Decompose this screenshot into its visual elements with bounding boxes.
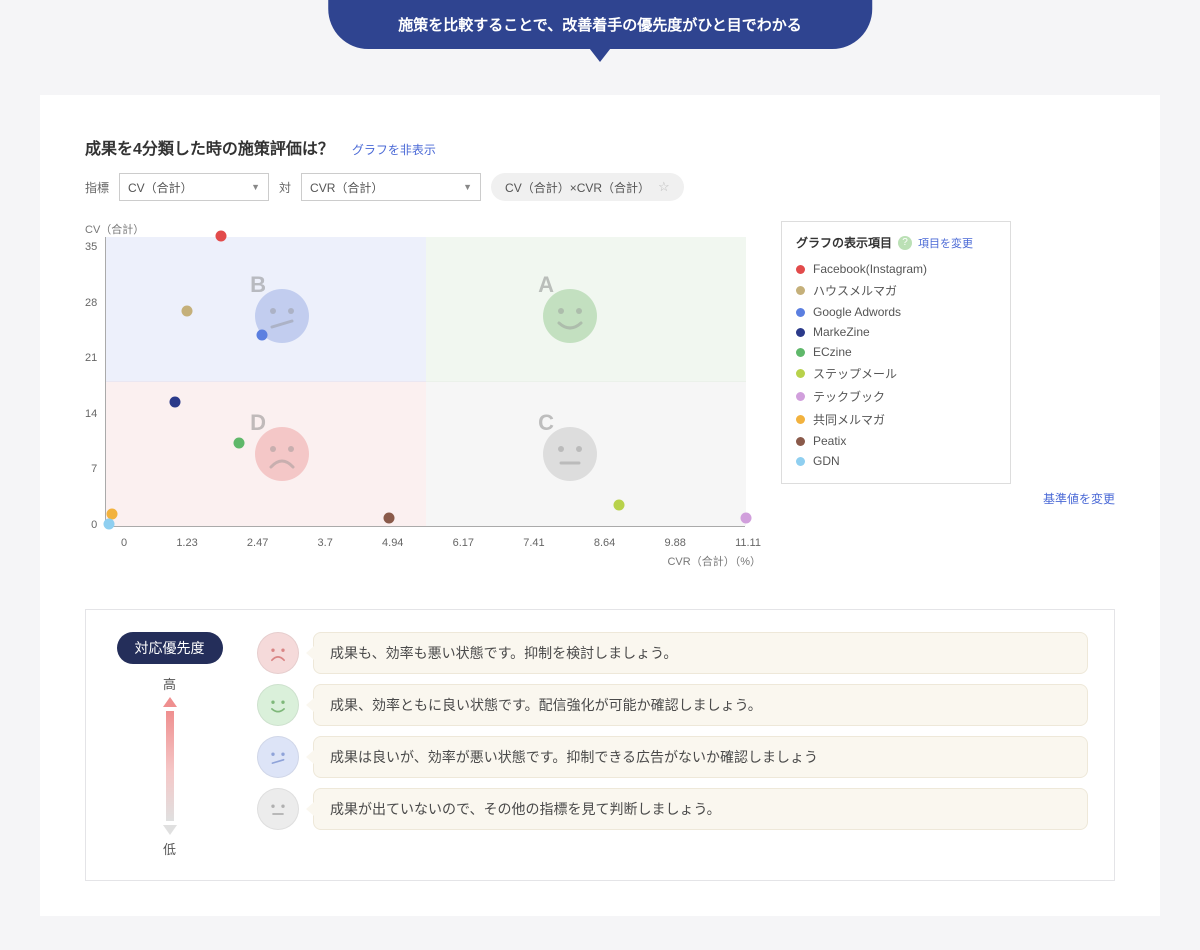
guidance-panel: 対応優先度 高 低 成果も、効率も悪い状態です。抑制を検討しましょう。成果、効率… bbox=[85, 609, 1115, 881]
legend-item[interactable]: ステップメール bbox=[796, 362, 996, 385]
legend-item-label: テックブック bbox=[813, 388, 885, 405]
guidance-face-icon bbox=[257, 736, 299, 778]
scatter-point[interactable] bbox=[104, 518, 115, 529]
legend-item-label: Facebook(Instagram) bbox=[813, 262, 927, 276]
baseline-change-link[interactable]: 基準値を変更 bbox=[781, 490, 1115, 507]
priority-high-label: 高 bbox=[163, 674, 176, 693]
legend-item-label: MarkeZine bbox=[813, 325, 870, 339]
guidance-face-icon bbox=[257, 788, 299, 830]
metric-select-2-value: CVR（合計） bbox=[310, 179, 383, 196]
legend-item[interactable]: MarkeZine bbox=[796, 322, 996, 342]
legend-item[interactable]: テックブック bbox=[796, 385, 996, 408]
guidance-bubble: 成果は良いが、効率が悪い状態です。抑制できる広告がないか確認しましょう bbox=[313, 736, 1088, 778]
legend-title: グラフの表示項目 bbox=[796, 234, 892, 251]
guidance-row: 成果、効率ともに良い状態です。配信強化が可能か確認しましょう。 bbox=[257, 684, 1088, 726]
chevron-down-icon: ▼ bbox=[251, 182, 260, 192]
legend-item-label: GDN bbox=[813, 454, 840, 468]
dashboard-card: 成果を4分類した時の施策評価は？ グラフを非表示 指標 CV（合計） ▼ 対 C… bbox=[40, 95, 1160, 916]
metric-chip[interactable]: CV（合計）×CVR（合計） ☆ bbox=[491, 173, 684, 201]
quadrant-label-D: D bbox=[250, 410, 266, 436]
legend-item[interactable]: GDN bbox=[796, 451, 996, 471]
scatter-point[interactable] bbox=[233, 438, 244, 449]
legend-item[interactable]: ECzine bbox=[796, 342, 996, 362]
y-axis-ticks: 3528211470 bbox=[85, 241, 105, 531]
chevron-down-icon: ▼ bbox=[463, 182, 472, 192]
legend-change-link[interactable]: 項目を変更 bbox=[918, 235, 973, 251]
help-icon[interactable]: ? bbox=[898, 236, 912, 250]
legend-item-label: ハウスメルマガ bbox=[813, 282, 897, 299]
legend-dot-icon bbox=[796, 392, 805, 401]
legend-dot-icon bbox=[796, 437, 805, 446]
x-axis-ticks: 01.232.473.74.946.177.418.649.8811.11 bbox=[121, 531, 761, 549]
guidance-row: 成果は良いが、効率が悪い状態です。抑制できる広告がないか確認しましょう bbox=[257, 736, 1088, 778]
controls-row: 指標 CV（合計） ▼ 対 CVR（合計） ▼ CV（合計）×CVR（合計） ☆ bbox=[85, 173, 1115, 201]
legend-dot-icon bbox=[796, 415, 805, 424]
metric-select-2[interactable]: CVR（合計） ▼ bbox=[301, 173, 481, 201]
hide-graph-link[interactable]: グラフを非表示 bbox=[352, 141, 436, 158]
legend-dot-icon bbox=[796, 348, 805, 357]
legend-box: グラフの表示項目 ? 項目を変更 Facebook(Instagram) ハウスメ… bbox=[781, 221, 1011, 484]
metric-select-1[interactable]: CV（合計） ▼ bbox=[119, 173, 269, 201]
quadrant-label-B: B bbox=[250, 272, 266, 298]
legend-dot-icon bbox=[796, 369, 805, 378]
x-axis-label: CVR（合計）（%） bbox=[121, 553, 761, 569]
priority-low-label: 低 bbox=[163, 839, 176, 858]
guidance-bubble: 成果も、効率も悪い状態です。抑制を検討しましょう。 bbox=[313, 632, 1088, 674]
quadrant-label-A: A bbox=[538, 272, 554, 298]
legend-dot-icon bbox=[796, 328, 805, 337]
guidance-row: 成果が出ていないので、その他の指標を見て判断しましょう。 bbox=[257, 788, 1088, 830]
headline-banner: 施策を比較することで、改善着手の優先度がひと目でわかる bbox=[328, 0, 872, 49]
guidance-row: 成果も、効率も悪い状態です。抑制を検討しましょう。 bbox=[257, 632, 1088, 674]
legend-item[interactable]: Facebook(Instagram) bbox=[796, 259, 996, 279]
y-axis-label: CV（合計） bbox=[85, 221, 761, 237]
vs-label: 対 bbox=[279, 179, 291, 196]
guidance-bubble: 成果が出ていないので、その他の指標を見て判断しましょう。 bbox=[313, 788, 1088, 830]
metric-label: 指標 bbox=[85, 179, 109, 196]
scatter-point[interactable] bbox=[216, 231, 227, 242]
legend-item-label: 共同メルマガ bbox=[813, 411, 885, 428]
legend-dot-icon bbox=[796, 308, 805, 317]
legend-item[interactable]: ハウスメルマガ bbox=[796, 279, 996, 302]
guidance-bubble: 成果、効率ともに良い状態です。配信強化が可能か確認しましょう。 bbox=[313, 684, 1088, 726]
legend-item-label: Google Adwords bbox=[813, 305, 901, 319]
arrow-up-icon bbox=[163, 697, 177, 707]
legend-item-label: ECzine bbox=[813, 345, 852, 359]
guidance-face-icon bbox=[257, 632, 299, 674]
legend-dot-icon bbox=[796, 457, 805, 466]
quadrant-label-C: C bbox=[538, 410, 554, 436]
priority-pill: 対応優先度 bbox=[117, 632, 223, 664]
star-icon[interactable]: ☆ bbox=[658, 179, 670, 195]
card-title: 成果を4分類した時の施策評価は？ bbox=[85, 135, 334, 159]
legend-item[interactable]: 共同メルマガ bbox=[796, 408, 996, 431]
legend-dot-icon bbox=[796, 286, 805, 295]
guidance-face-icon bbox=[257, 684, 299, 726]
scatter-point[interactable] bbox=[256, 330, 267, 341]
legend-item[interactable]: Peatix bbox=[796, 431, 996, 451]
scatter-plot: B A D C bbox=[105, 237, 745, 527]
scatter-point[interactable] bbox=[170, 396, 181, 407]
priority-scale-bar bbox=[166, 711, 174, 821]
scatter-point[interactable] bbox=[613, 500, 624, 511]
scatter-point[interactable] bbox=[181, 305, 192, 316]
legend-item[interactable]: Google Adwords bbox=[796, 302, 996, 322]
scatter-point[interactable] bbox=[383, 512, 394, 523]
scatter-point[interactable] bbox=[741, 512, 752, 523]
arrow-down-icon bbox=[163, 825, 177, 835]
metric-chip-label: CV（合計）×CVR（合計） bbox=[505, 179, 650, 196]
legend-item-label: Peatix bbox=[813, 434, 846, 448]
metric-select-1-value: CV（合計） bbox=[128, 179, 193, 196]
legend-item-label: ステップメール bbox=[813, 365, 897, 382]
legend-dot-icon bbox=[796, 265, 805, 274]
